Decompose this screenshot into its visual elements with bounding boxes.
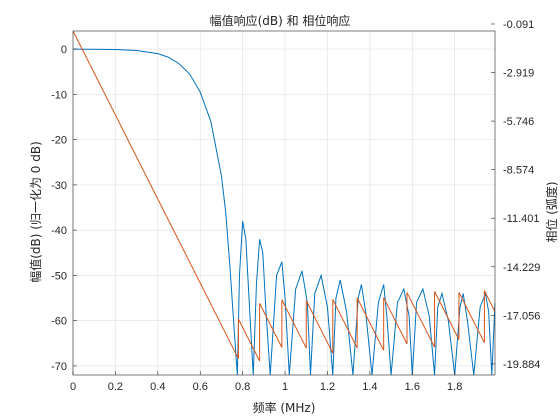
y-tick-label-left: -70 bbox=[51, 361, 67, 373]
y-tick-label-left: 0 bbox=[61, 44, 67, 56]
y-tick-label-right: -11.401 bbox=[503, 213, 540, 225]
y-tick-label-left: -30 bbox=[51, 180, 67, 192]
y-tick-label-right: -2.919 bbox=[503, 68, 534, 80]
y-tick-label-right: -0.091 bbox=[503, 19, 534, 31]
x-tick-label: 1 bbox=[282, 381, 288, 393]
x-tick-label: 0.4 bbox=[150, 381, 165, 393]
x-tick-label: 1.8 bbox=[447, 381, 462, 393]
y-axis-label-left: 幅值(dB) (归一化为 0 dB) bbox=[28, 141, 43, 283]
magnitude-response-line bbox=[73, 48, 495, 375]
plot-area bbox=[73, 31, 495, 375]
y-tick-label-right: -5.746 bbox=[503, 116, 534, 128]
x-tick-label: 1.2 bbox=[320, 381, 335, 393]
y-tick-label-left: -60 bbox=[51, 316, 67, 328]
x-tick-label: 0.2 bbox=[108, 381, 123, 393]
x-tick-label: 0 bbox=[70, 381, 76, 393]
x-tick-label: 1.6 bbox=[405, 381, 420, 393]
x-tick-label: 0.8 bbox=[235, 381, 250, 393]
y-tick-label-left: -40 bbox=[51, 225, 67, 237]
y-tick-label-right: -17.056 bbox=[503, 310, 540, 322]
y-tick-label-left: -50 bbox=[51, 270, 67, 282]
x-axis-label: 频率 (MHz) bbox=[253, 400, 316, 415]
grid bbox=[72, 31, 495, 375]
phase-response-line bbox=[73, 31, 495, 362]
plot-frame bbox=[72, 30, 496, 376]
y-tick-label-right: -14.229 bbox=[503, 262, 540, 274]
x-tick-label: 0.6 bbox=[193, 381, 208, 393]
ticks: 0 0.2 0.4 0.6 0.8 1 1.2 1.4 1.6 1.8 0 -10 -20 -30 -40 -… bbox=[51, 19, 540, 393]
y-tick-label-right: -8.574 bbox=[503, 165, 534, 177]
chart-title: 幅值响应(dB) 和 相位响应 bbox=[210, 13, 351, 28]
x-tick-label: 1.4 bbox=[362, 381, 377, 393]
series-layer bbox=[73, 31, 495, 375]
y-tick-label-right: -19.884 bbox=[503, 359, 540, 371]
y-axis-label-right: 相位 (弧度) bbox=[544, 181, 559, 242]
y-tick-label-left: -10 bbox=[51, 89, 67, 101]
y-tick-label-left: -20 bbox=[51, 135, 67, 147]
